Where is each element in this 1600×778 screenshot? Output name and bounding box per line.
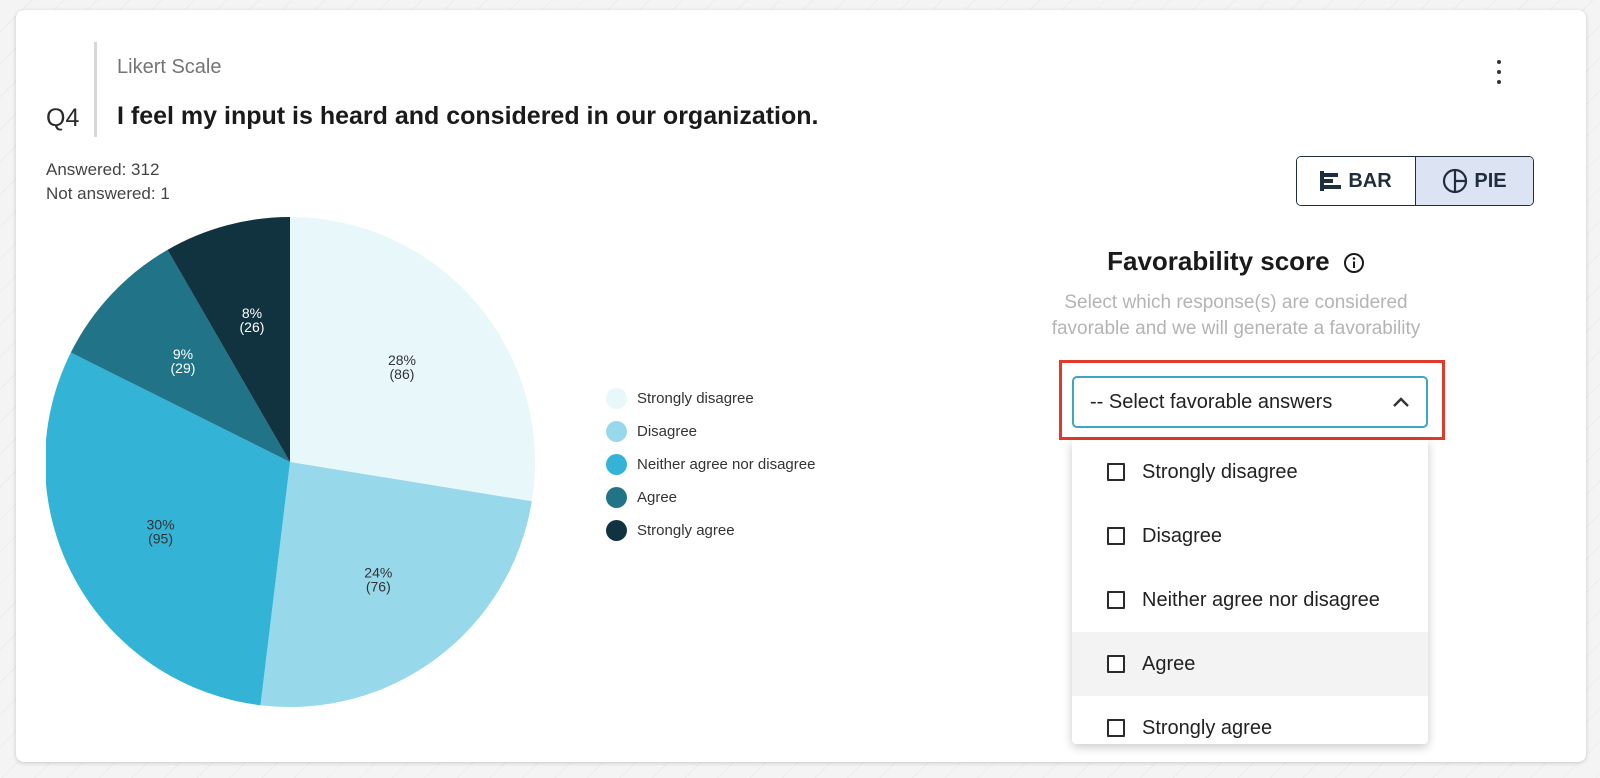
legend-label: Neither agree nor disagree (637, 456, 816, 473)
legend-label: Agree (637, 489, 678, 506)
legend-label: Strongly agree (637, 522, 735, 539)
option-neither-agree-nor-disagree[interactable]: Neither agree nor disagree (1072, 568, 1428, 632)
not-answered-count: Not answered: 1 (46, 184, 170, 203)
option-label: Strongly agree (1142, 716, 1273, 739)
favorable-answers-select[interactable]: -- Select favorable answers (1072, 376, 1428, 428)
select-highlight-box (1059, 360, 1445, 440)
bar-chart-icon (1320, 171, 1342, 191)
answer-stats: Answered: 312 Not answered: 1 (46, 158, 170, 206)
chart-legend: Strongly disagree Disagree Neither agree n… (606, 382, 815, 547)
option-label: Disagree (1142, 524, 1223, 547)
legend-swatch (606, 388, 627, 409)
question-title: I feel my input is heard and considered … (117, 102, 819, 130)
pie-count-label: (26) (240, 319, 265, 335)
pie-slice-strongly-agree[interactable] (167, 217, 291, 462)
option-agree[interactable]: Agree (1072, 632, 1428, 696)
option-label: Strongly disagree (1142, 460, 1298, 483)
legend-item: Agree (606, 481, 815, 514)
pie-slice-strongly-disagree[interactable] (290, 217, 535, 502)
pie-view-button[interactable]: PIE (1415, 157, 1533, 205)
pie-count-label: (95) (148, 531, 173, 547)
pie-slice-disagree[interactable] (260, 462, 532, 707)
chart-view-toggle: BAR PIE (1296, 156, 1534, 206)
favorable-answers-dropdown: Strongly disagree Disagree Neither agree n… (1072, 440, 1428, 744)
option-disagree[interactable]: Disagree (1072, 504, 1428, 568)
favorability-title-text: Favorability score (1107, 246, 1330, 276)
pie-percent-label: 8% (242, 305, 262, 321)
checkbox-icon[interactable] (1107, 463, 1125, 481)
pie-percent-label: 24% (364, 565, 392, 581)
checkbox-icon[interactable] (1107, 719, 1125, 737)
legend-item: Strongly agree (606, 514, 815, 547)
question-card: Q4 Likert Scale I feel my input is heard… (16, 10, 1586, 762)
legend-swatch (606, 421, 627, 442)
pie-count-label: (86) (390, 366, 415, 382)
legend-swatch (606, 487, 627, 508)
option-strongly-agree[interactable]: Strongly agree (1072, 696, 1428, 744)
question-number: Q4 (46, 104, 80, 132)
pie-percent-label: 30% (147, 517, 175, 533)
legend-item: Neither agree nor disagree (606, 448, 815, 481)
pie-percent-label: 28% (388, 352, 416, 368)
question-divider (94, 42, 97, 137)
pie-chart-icon (1443, 168, 1468, 194)
pie-count-label: (29) (171, 360, 196, 376)
legend-label: Strongly disagree (637, 390, 754, 407)
pie-chart: 28% (86) 24% (76) 30% (95) 9% (29) 8% (26) (44, 210, 546, 710)
option-strongly-disagree[interactable]: Strongly disagree (1072, 440, 1428, 504)
chevron-up-icon (1393, 397, 1409, 407)
legend-item: Disagree (606, 415, 815, 448)
legend-swatch (606, 520, 627, 541)
pie-slice-agree[interactable] (70, 249, 290, 462)
checkbox-icon[interactable] (1107, 655, 1125, 673)
pie-count-label: (76) (366, 579, 391, 595)
select-placeholder: -- Select favorable answers (1090, 390, 1333, 413)
favorability-title: Favorability score (1046, 246, 1426, 277)
question-type: Likert Scale (117, 56, 222, 78)
option-label: Agree (1142, 652, 1196, 675)
legend-swatch (606, 454, 627, 475)
bar-view-button[interactable]: BAR (1297, 157, 1415, 205)
pie-percent-label: 9% (173, 346, 193, 362)
pie-view-label: PIE (1474, 169, 1507, 192)
pie-slice-neither-agree-nor-disagree[interactable] (44, 352, 290, 706)
checkbox-icon[interactable] (1107, 591, 1125, 609)
kebab-menu-icon[interactable] (1492, 60, 1506, 84)
option-label: Neither agree nor disagree (1142, 588, 1380, 611)
legend-item: Strongly disagree (606, 382, 815, 415)
bar-view-label: BAR (1348, 169, 1392, 192)
answered-count: Answered: 312 (46, 160, 160, 179)
favorability-description: Select which response(s) are considered … (1051, 292, 1421, 346)
info-icon[interactable] (1343, 252, 1365, 274)
checkbox-icon[interactable] (1107, 527, 1125, 545)
legend-label: Disagree (637, 423, 698, 440)
